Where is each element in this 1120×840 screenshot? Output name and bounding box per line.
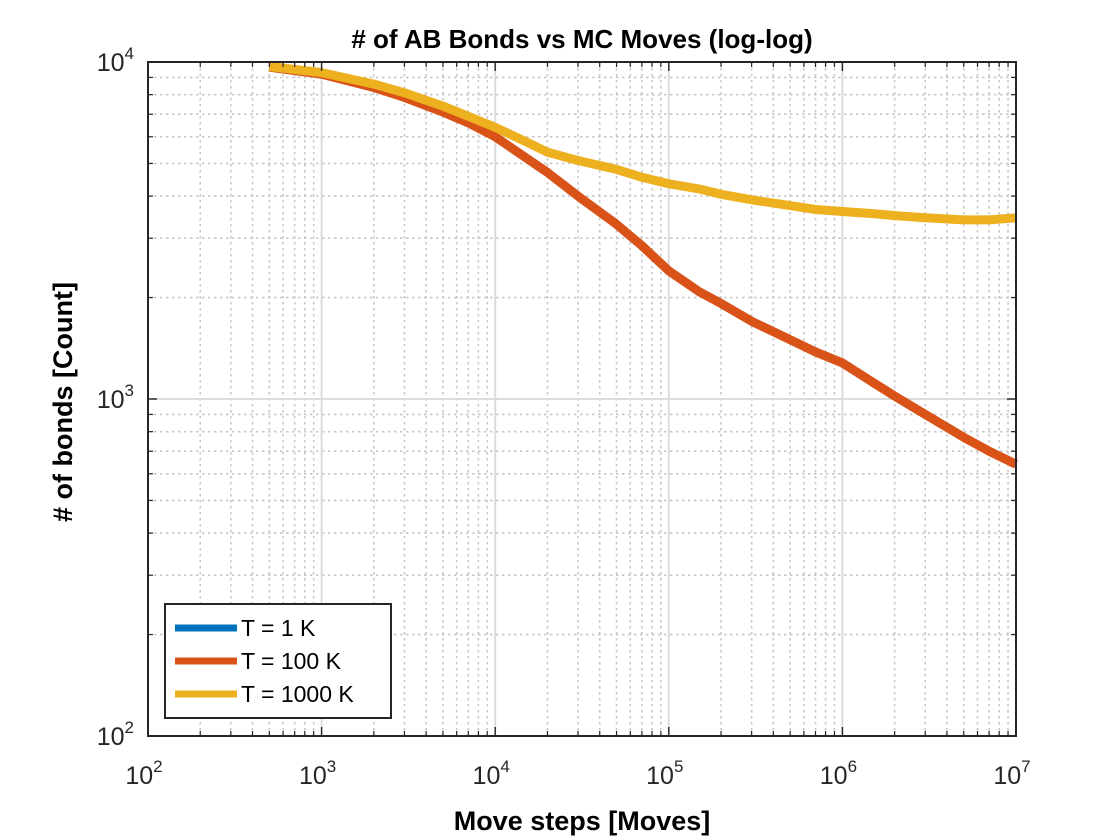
x-tick-label: 103 — [299, 757, 336, 790]
y-tick-label: 103 — [97, 381, 134, 414]
y-tick-labels: 102 103 104 — [97, 44, 134, 751]
x-tick-label: 106 — [820, 757, 857, 790]
y-axis-label: # of bonds [Count] — [48, 282, 78, 522]
y-tick-label: 102 — [97, 718, 134, 751]
y-tick-label: 104 — [97, 44, 134, 77]
legend: T = 1 K T = 100 K T = 1000 K — [164, 603, 392, 719]
x-tick-label: 105 — [646, 757, 683, 790]
series-line-3 — [268, 62, 1017, 225]
legend-entry: T = 1000 K — [241, 681, 354, 707]
legend-entry: T = 1 K — [241, 615, 316, 641]
x-tick-labels: 102 103 104 105 106 107 — [125, 757, 1030, 790]
x-tick-label: 102 — [125, 757, 162, 790]
x-axis-label: Move steps [Moves] — [454, 806, 711, 836]
series-line-2 — [268, 62, 1018, 469]
legend-entry: T = 100 K — [241, 648, 342, 674]
x-tick-label: 107 — [993, 757, 1030, 790]
series-layer — [268, 62, 1018, 469]
x-tick-label: 104 — [473, 757, 510, 790]
axes-box — [147, 61, 1017, 737]
legend-box — [164, 603, 392, 719]
chart-title: # of AB Bonds vs MC Moves (log-log) — [351, 24, 812, 54]
